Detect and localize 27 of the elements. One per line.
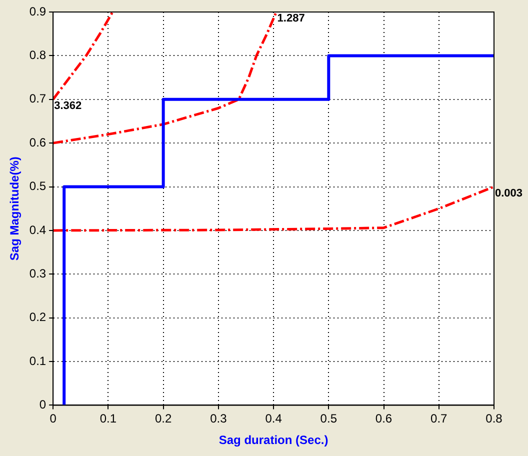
y-tick-label: 0.1 — [29, 354, 46, 368]
y-tick-label: 0.6 — [29, 135, 46, 150]
y-tick-label: 0.9 — [29, 4, 46, 18]
y-tick-label: 0.7 — [29, 92, 46, 106]
annotation: 0.003 — [495, 187, 523, 200]
y-tick-label: 0.2 — [29, 310, 46, 324]
x-tick-label: 0.2 — [154, 412, 172, 426]
annotation: 1.287 — [277, 12, 305, 25]
y-tick-label: 0.4 — [29, 222, 46, 237]
x-tick-label: 0.1 — [100, 412, 117, 426]
x-tick-label: 0.8 — [486, 412, 503, 426]
x-axis-title: Sag duration (Sec.) — [218, 433, 328, 448]
x-tick-label: 0.4 — [265, 412, 282, 426]
y-tick-label: 0.5 — [29, 179, 46, 194]
y-axis-title: Sag Magnitude(%) — [8, 156, 22, 261]
x-tick-label: 0.6 — [375, 412, 392, 426]
y-tick-label: 0 — [39, 398, 46, 412]
x-tick-label: 0.7 — [430, 412, 448, 426]
x-tick-label: 0.5 — [320, 412, 338, 426]
annotation: 3.362 — [54, 100, 82, 112]
line-series — [53, 186, 494, 232]
line-series — [53, 12, 278, 144]
line-series — [53, 12, 114, 101]
x-tick-label: 0 — [50, 412, 57, 426]
y-tick-label: 0.3 — [29, 266, 46, 280]
y-tick-label: 0.8 — [29, 48, 46, 62]
x-tick-label: 0.3 — [210, 412, 228, 426]
